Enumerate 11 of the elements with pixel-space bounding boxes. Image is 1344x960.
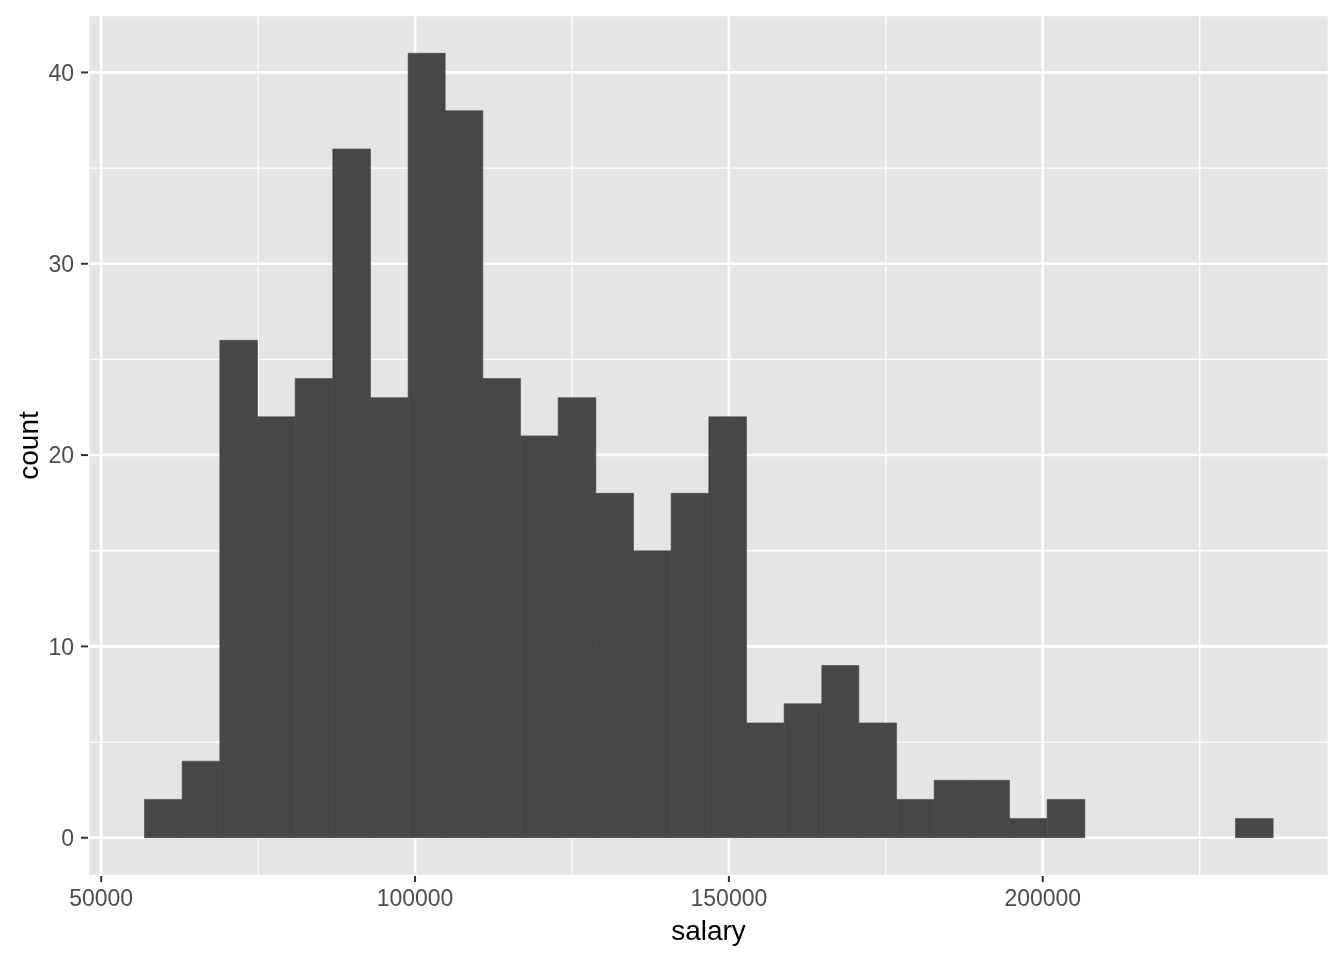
y-tick-label: 10 bbox=[48, 633, 74, 660]
y-axis-title: count bbox=[12, 411, 44, 480]
x-axis-title: salary bbox=[671, 915, 746, 946]
x-tick-label: 50000 bbox=[69, 885, 134, 912]
y-tick-label: 20 bbox=[48, 442, 74, 469]
x-tick-label: 150000 bbox=[690, 885, 768, 912]
y-tick-label: 0 bbox=[61, 824, 74, 851]
y-tick-label: 30 bbox=[48, 250, 74, 277]
y-tick-label: 40 bbox=[48, 59, 74, 86]
x-tick-label: 200000 bbox=[1004, 885, 1082, 912]
x-tick-label: 100000 bbox=[376, 885, 454, 912]
